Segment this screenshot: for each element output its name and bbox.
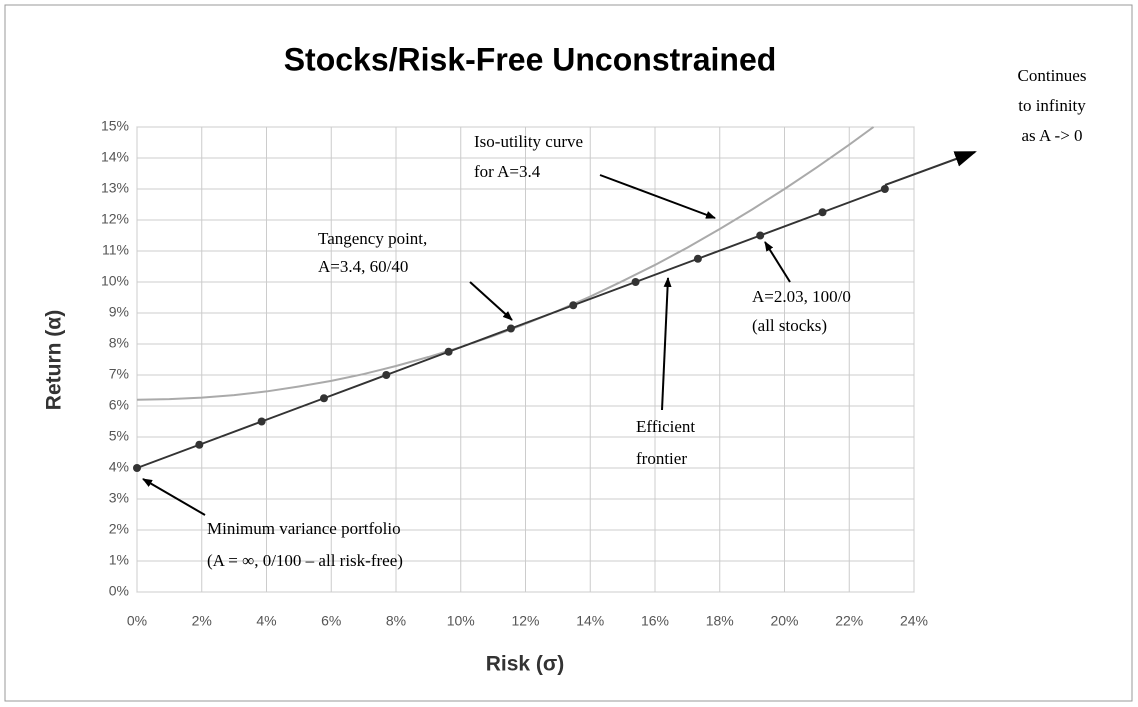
annotation: A=3.4, 60/40 bbox=[318, 257, 408, 276]
chart-title: Stocks/Risk-Free Unconstrained bbox=[284, 41, 777, 77]
y-tick-label: 0% bbox=[109, 583, 129, 599]
data-point bbox=[631, 278, 640, 286]
arrow bbox=[599, 174, 716, 219]
annotation: Tangency point, bbox=[318, 229, 427, 248]
data-point bbox=[756, 231, 765, 240]
annotation: as A -> 0 bbox=[1021, 126, 1082, 145]
annotations: Continues to infinity as A -> 0 Iso-util… bbox=[142, 66, 1087, 570]
annotation: A=2.03, 100/0 bbox=[752, 287, 851, 306]
y-tick-label: 14% bbox=[101, 149, 129, 165]
annotation: Continues bbox=[1018, 66, 1087, 85]
x-tick-label: 8% bbox=[386, 613, 406, 629]
data-point bbox=[444, 347, 453, 356]
y-tick-label: 13% bbox=[101, 180, 129, 196]
y-tick-label: 5% bbox=[109, 428, 129, 444]
annotation: (A = ∞, 0/100 – all risk-free) bbox=[207, 551, 403, 570]
x-tick-label: 18% bbox=[706, 613, 734, 629]
x-tick-label: 16% bbox=[641, 613, 669, 629]
data-point bbox=[257, 417, 266, 426]
data-point bbox=[693, 254, 702, 263]
y-tick-label: 15% bbox=[101, 118, 129, 134]
annotation: for A=3.4 bbox=[474, 162, 541, 181]
y-tick-label: 6% bbox=[109, 397, 129, 413]
x-tick-label: 24% bbox=[900, 613, 928, 629]
x-tick-label: 0% bbox=[127, 613, 147, 629]
annotation: frontier bbox=[636, 449, 687, 468]
arrow bbox=[764, 241, 791, 283]
annotation: Minimum variance portfolio bbox=[207, 519, 401, 538]
data-point bbox=[195, 440, 204, 449]
y-tick-label: 12% bbox=[101, 211, 129, 227]
y-tick-label: 9% bbox=[109, 304, 129, 320]
y-tick-label: 2% bbox=[109, 521, 129, 537]
x-tick-label: 12% bbox=[511, 613, 539, 629]
data-point bbox=[506, 324, 515, 333]
arrow bbox=[142, 478, 206, 516]
data-point bbox=[319, 394, 328, 403]
x-tick-label: 2% bbox=[192, 613, 212, 629]
data-point bbox=[382, 371, 391, 379]
annotation: Iso-utility curve bbox=[474, 132, 583, 151]
y-tick-label: 10% bbox=[101, 273, 129, 289]
data-point bbox=[818, 208, 827, 217]
annotation: Efficient bbox=[636, 417, 695, 436]
arrow bbox=[469, 281, 513, 321]
y-tick-label: 4% bbox=[109, 459, 129, 475]
x-tick-label: 22% bbox=[835, 613, 863, 629]
data-point bbox=[569, 301, 578, 310]
x-tick-label: 6% bbox=[321, 613, 341, 629]
x-tick-label: 10% bbox=[447, 613, 475, 629]
x-tick-label: 4% bbox=[256, 613, 276, 629]
frontier-extension bbox=[884, 151, 977, 186]
y-tick-label: 1% bbox=[109, 552, 129, 568]
x-tick-label: 20% bbox=[770, 613, 798, 629]
plot-area: 0% 1% 2% 3% 4% 5% 6% 7% 8% 9% 10% 11% 12% 13% 14% 15% 0%… bbox=[101, 118, 928, 629]
x-tick-label: 14% bbox=[576, 613, 604, 629]
arrow bbox=[661, 277, 672, 411]
x-axis-label: Risk (σ) bbox=[486, 653, 565, 676]
annotation: to infinity bbox=[1018, 96, 1086, 115]
y-tick-label: 3% bbox=[109, 490, 129, 506]
y-tick-label: 8% bbox=[109, 335, 129, 351]
data-point bbox=[133, 464, 141, 472]
y-tick-label: 11% bbox=[102, 242, 129, 258]
annotation: (all stocks) bbox=[752, 316, 827, 335]
y-tick-label: 7% bbox=[109, 366, 129, 382]
y-axis-label: Return (α) bbox=[43, 310, 66, 410]
data-point bbox=[880, 185, 889, 193]
